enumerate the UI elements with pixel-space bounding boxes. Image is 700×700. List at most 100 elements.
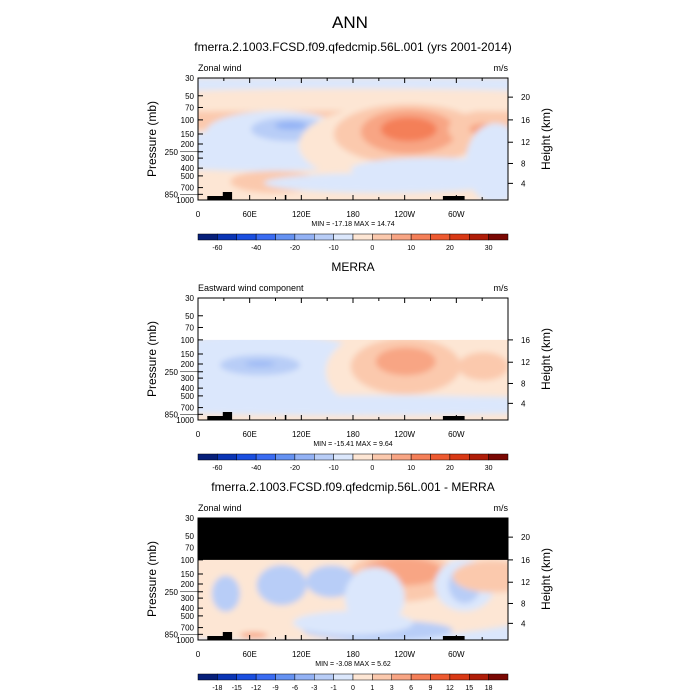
- colorbar-box: [197, 673, 218, 681]
- y-tick-label: 150: [181, 570, 195, 579]
- topography-mask: [284, 195, 287, 200]
- y-tick-label: 500: [181, 612, 195, 621]
- colorbar-label: -3: [311, 685, 317, 692]
- colorbar-box: [294, 233, 315, 241]
- colorbar-box: [294, 673, 315, 681]
- y-right-axis-label: Height (km): [539, 108, 553, 170]
- colorbar-label: -60: [212, 245, 222, 252]
- colorbar-box: [372, 453, 392, 461]
- y-tick-label: 100: [181, 556, 195, 565]
- panel-3: fmerra.2.1003.FCSD.f09.qfedcmip.56L.001 …: [145, 480, 553, 692]
- colorbar-box: [333, 453, 354, 461]
- colorbar-box: [314, 673, 334, 681]
- height-tick-label: 20: [521, 93, 530, 102]
- contour-region: [245, 361, 275, 366]
- colorbar-label: 30: [485, 245, 493, 252]
- y-tick-label: 250: [165, 588, 179, 597]
- x-tick-label: 60E: [243, 430, 257, 439]
- colorbar-box: [391, 233, 412, 241]
- colorbar-box: [352, 233, 373, 241]
- colorbar-label: 18: [485, 685, 493, 692]
- colorbar-box: [217, 233, 237, 241]
- missing-data-mask: [198, 518, 508, 560]
- y-tick-label: 250: [165, 368, 179, 377]
- x-tick-label: 120E: [292, 430, 311, 439]
- height-tick-label: 16: [521, 116, 530, 125]
- y-right-axis-label: Height (km): [539, 328, 553, 390]
- colorbar-box: [275, 233, 296, 241]
- colorbar: -18 -15 -12 -9 -6 -3 -1 0 1 3 6 9 12 15 18: [197, 673, 509, 692]
- y-axis-label: Pressure (mb): [145, 321, 159, 397]
- colorbar-label: -10: [329, 465, 339, 472]
- colorbar-label: 20: [446, 465, 454, 472]
- colorbar-box: [449, 233, 470, 241]
- colorbar-box: [197, 233, 218, 241]
- units-label: m/s: [494, 283, 509, 293]
- colorbar-box: [333, 233, 354, 241]
- variable-label: Zonal wind: [198, 63, 242, 73]
- colorbar-box: [314, 453, 334, 461]
- y-tick-label: 400: [181, 384, 195, 393]
- y-tick-label: 500: [181, 392, 195, 401]
- y-axis-label: Pressure (mb): [145, 101, 159, 177]
- colorbar-label: 1: [370, 685, 374, 692]
- colorbar-label: 0: [370, 245, 374, 252]
- y-tick-label: 300: [181, 154, 195, 163]
- panel-title: fmerra.2.1003.FCSD.f09.qfedcmip.56L.001 …: [211, 480, 494, 494]
- colorbar-box: [488, 453, 509, 461]
- topography-mask: [207, 416, 225, 420]
- contour-region: [380, 117, 437, 142]
- colorbar-label: -20: [290, 245, 300, 252]
- colorbar-box: [314, 233, 334, 241]
- height-tick-label: 16: [521, 336, 530, 345]
- colorbar-label: 0: [351, 685, 355, 692]
- y-tick-label: 850: [165, 630, 179, 639]
- x-tick-label: 120W: [394, 650, 415, 659]
- contour-region: [256, 565, 307, 606]
- topography-mask: [284, 635, 287, 640]
- height-tick-label: 8: [521, 599, 526, 608]
- contour-field: [198, 298, 508, 420]
- contour-region: [458, 352, 508, 381]
- contour-region: [239, 632, 268, 639]
- y-tick-label: 1000: [176, 196, 194, 205]
- topography-mask: [207, 636, 225, 640]
- height-tick-label: 12: [521, 578, 530, 587]
- y-tick-label: 30: [185, 514, 194, 523]
- contour-region: [293, 610, 413, 635]
- y-tick-label: 30: [185, 74, 194, 83]
- height-tick-label: 8: [521, 159, 526, 168]
- colorbar-label: -15: [232, 685, 242, 692]
- colorbar-box: [469, 233, 489, 241]
- x-tick-label: 0: [196, 430, 201, 439]
- colorbar-box: [197, 453, 218, 461]
- colorbar-box: [236, 453, 257, 461]
- x-tick-label: 180: [346, 650, 360, 659]
- min-max-stats: MIN = -15.41 MAX = 9.64: [313, 441, 392, 448]
- contour-region: [275, 121, 307, 130]
- x-tick-label: 180: [346, 430, 360, 439]
- colorbar-label: -18: [212, 685, 222, 692]
- colorbar-box: [391, 453, 412, 461]
- y-tick-label: 70: [185, 103, 194, 112]
- colorbar-label: 0: [370, 465, 374, 472]
- min-max-stats: MIN = -17.18 MAX = 14.74: [311, 221, 394, 228]
- colorbar-label: 12: [446, 685, 454, 692]
- y-tick-label: 850: [165, 190, 179, 199]
- y-tick-label: 70: [185, 543, 194, 552]
- y-tick-label: 1000: [176, 636, 194, 645]
- y-tick-label: 200: [181, 360, 195, 369]
- topography-mask: [207, 196, 225, 200]
- contour-region: [452, 560, 508, 593]
- colorbar-box: [430, 233, 451, 241]
- main-title: ANN: [332, 13, 368, 32]
- topography-mask: [284, 415, 287, 420]
- x-tick-label: 60E: [243, 650, 257, 659]
- colorbar-box: [352, 673, 373, 681]
- y-tick-label: 850: [165, 410, 179, 419]
- y-tick-label: 150: [181, 350, 195, 359]
- colorbar-box: [449, 453, 470, 461]
